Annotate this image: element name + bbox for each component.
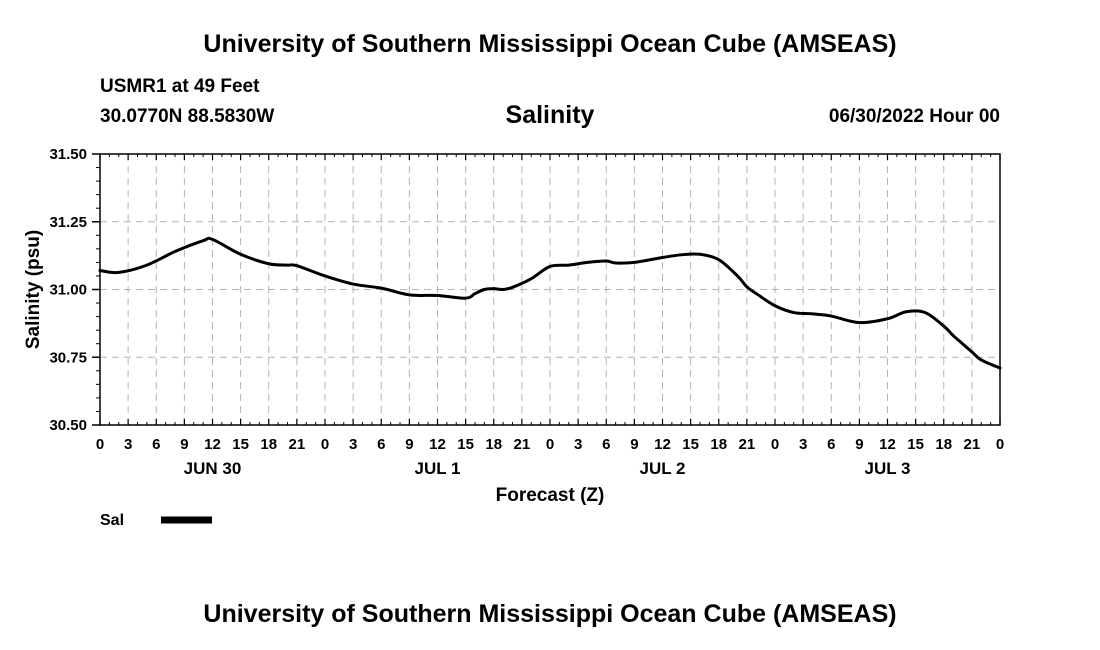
x-tick-label: 18 [485, 436, 502, 453]
x-tick-label: 0 [321, 436, 329, 453]
grid-lines [100, 154, 1000, 425]
day-labels: JUN 30 JUL 1 JUL 2 JUL 3 [184, 459, 911, 478]
x-tick-label: 9 [630, 436, 638, 453]
y-tick-label: 31.50 [49, 146, 87, 163]
x-tick-label: 15 [907, 436, 924, 453]
x-tick-label: 15 [232, 436, 249, 453]
y-tick-label: 30.50 [49, 417, 87, 434]
chart-title-bottom: University of Southern Mississippi Ocean… [203, 600, 897, 628]
x-tick-label: 3 [574, 436, 582, 453]
x-tick-label: 15 [682, 436, 699, 453]
x-tick-label: 21 [514, 436, 531, 453]
forecast-date-label: 06/30/2022 Hour 00 [828, 106, 1000, 127]
legend-label: Sal [100, 512, 124, 529]
x-tick-label: 0 [996, 436, 1004, 453]
x-tick-label: 0 [96, 436, 104, 453]
x-tick-label: 9 [405, 436, 413, 453]
x-tick-label: 12 [204, 436, 221, 453]
x-tick-label: 9 [855, 436, 863, 453]
plot-title: Salinity [505, 101, 595, 129]
x-tick-label: 21 [739, 436, 756, 453]
x-tick-label: 6 [152, 436, 160, 453]
y-tick-labels: 30.50 30.75 31.00 31.25 31.50 [49, 146, 87, 434]
y-tick-label: 30.75 [49, 349, 87, 366]
coordinates-label: 30.0770N 88.5830W [100, 106, 275, 127]
x-tick-label: 21 [289, 436, 306, 453]
x-tick-label: 18 [935, 436, 952, 453]
x-tick-label: 6 [602, 436, 610, 453]
x-tick-label: 3 [124, 436, 132, 453]
y-tick-label: 31.00 [49, 282, 87, 299]
axis-ticks [92, 153, 1001, 426]
salinity-series-line [98, 236, 1002, 370]
chart-title-top: University of Southern Mississippi Ocean… [203, 30, 897, 58]
x-tick-label: 0 [771, 436, 779, 453]
x-tick-label: 6 [827, 436, 835, 453]
day-label: JUL 2 [640, 459, 686, 478]
x-tick-label: 18 [710, 436, 727, 453]
x-tick-label: 18 [260, 436, 277, 453]
x-tick-label: 12 [654, 436, 671, 453]
x-tick-label: 3 [349, 436, 357, 453]
x-tick-label: 6 [377, 436, 385, 453]
x-tick-label: 0 [546, 436, 554, 453]
x-tick-labels: 0 3 6 9 12 15 18 21 0 3 6 9 12 15 18 21 0 3 6 9 12 15 18 21 0 3 6 9… [96, 436, 1004, 453]
x-tick-label: 3 [799, 436, 807, 453]
x-tick-label: 9 [180, 436, 188, 453]
day-label: JUL 1 [415, 459, 461, 478]
day-label: JUL 3 [865, 459, 911, 478]
y-tick-label: 31.25 [49, 214, 87, 231]
x-tick-label: 15 [457, 436, 474, 453]
station-label: USMR1 at 49 Feet [100, 76, 260, 97]
x-tick-label: 12 [429, 436, 446, 453]
x-tick-label: 12 [879, 436, 896, 453]
day-label: JUN 30 [184, 459, 242, 478]
x-axis-label: Forecast (Z) [496, 485, 605, 506]
y-axis-label: Salinity (psu) [23, 230, 44, 349]
x-tick-label: 21 [964, 436, 981, 453]
